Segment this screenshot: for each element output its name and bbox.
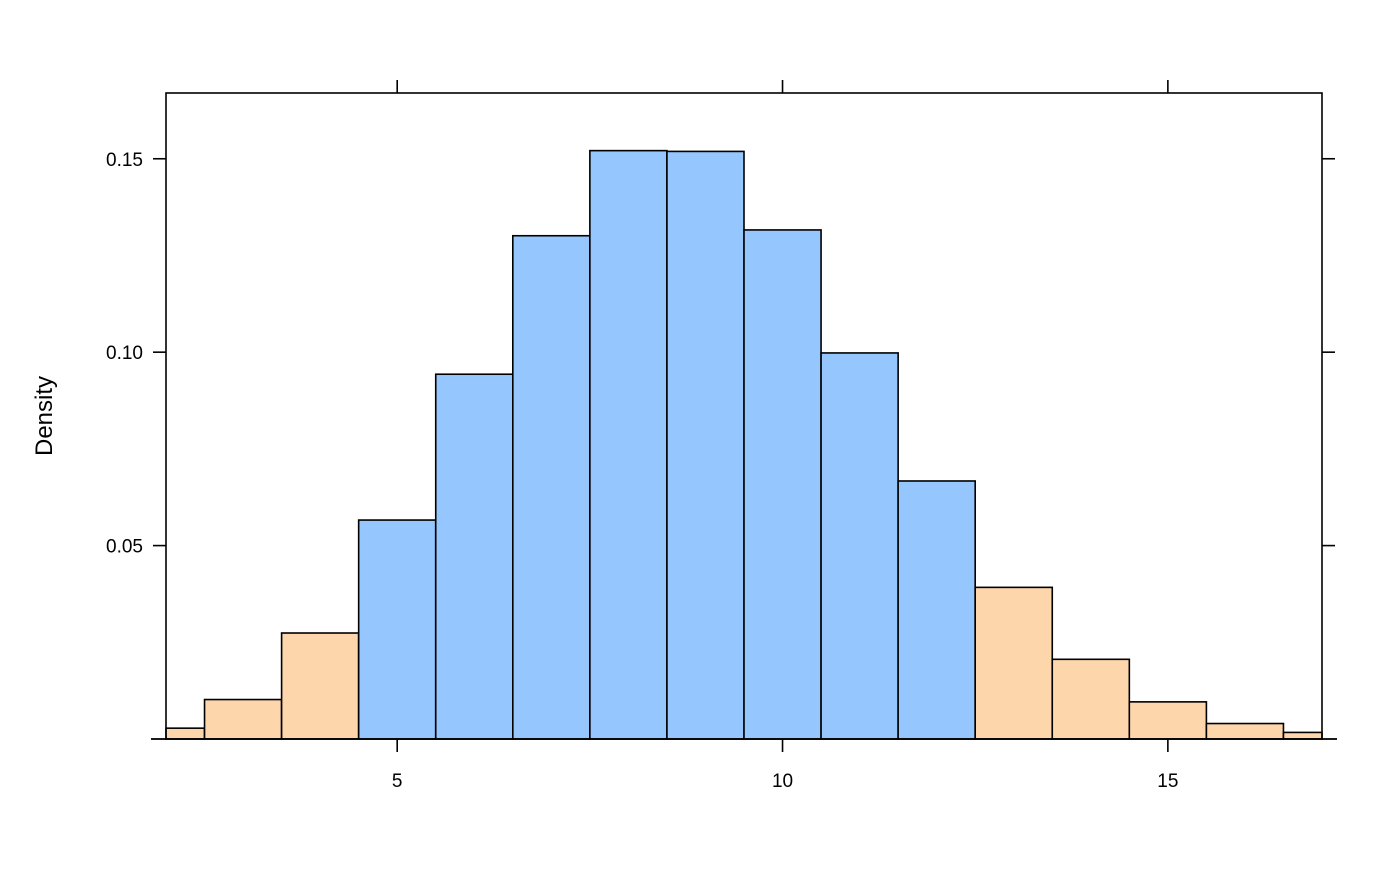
histogram-bar-4: [434, 373, 514, 740]
x-tick-label-0: 5: [392, 771, 403, 792]
histogram-bar-2: [280, 632, 360, 740]
histogram-bar-14: [1205, 722, 1285, 740]
histogram-bar-7: [666, 150, 745, 740]
histogram-bar-5: [511, 234, 591, 740]
histogram-bar-1: [203, 698, 283, 740]
histogram-bar-12: [1051, 658, 1131, 740]
histogram-bar-13: [1128, 701, 1208, 740]
y-tick-label-1: 0.10: [106, 343, 143, 364]
y-tick-label-0: 0.05: [106, 537, 143, 558]
histogram-bar-15: [1282, 731, 1323, 740]
x-tick-label-2: 15: [1157, 771, 1178, 792]
histogram-bar-0: [165, 727, 206, 740]
histogram-bar-8: [743, 229, 822, 740]
histogram-bar-6: [589, 149, 668, 740]
x-tick-label-1: 10: [772, 771, 793, 792]
histogram-bar-3: [357, 519, 437, 740]
labels-layer: 5 10 15 0.05 0.10 0.15: [106, 150, 1178, 792]
histogram-bar-10: [897, 480, 977, 740]
bars-layer: [165, 149, 1323, 740]
histogram-bar-9: [820, 352, 899, 740]
y-axis-title: Density: [31, 376, 58, 456]
y-tick-label-2: 0.15: [106, 150, 143, 171]
ticks-layer: [151, 80, 1337, 752]
histogram-bar-11: [974, 586, 1054, 740]
